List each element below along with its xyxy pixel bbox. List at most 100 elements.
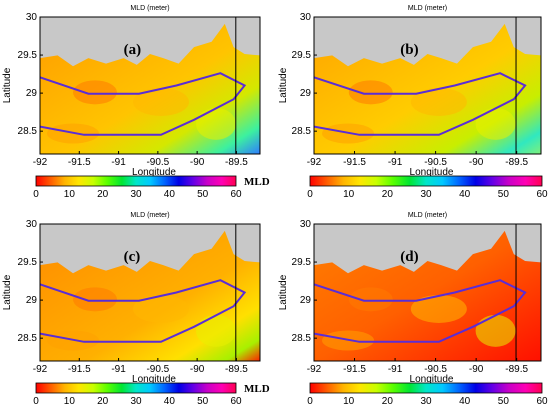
colorbar-tick-label: 30	[130, 396, 142, 405]
x-tick-label: -92	[33, 157, 48, 168]
map-panel-a: MLD (meter) (a) 30 29.5 29 28.5 -92 -91.5 -91 -90…	[0, 0, 270, 198]
y-axis-label: Latitude	[2, 274, 13, 310]
transect-outline	[314, 279, 527, 343]
colorbar-tick-label: 50	[197, 189, 209, 198]
land-mass	[40, 17, 260, 67]
colorbar-tick-label: 50	[498, 396, 510, 405]
colorbar-tick-label: 50	[498, 189, 510, 198]
x-tick-label: -90.5	[424, 364, 447, 375]
y-tick-label: 29	[26, 295, 38, 306]
x-tick-label: -91	[111, 364, 126, 375]
y-tick-label: 28.5	[292, 126, 312, 137]
colorbar-tick-label: 0	[33, 396, 39, 405]
y-tick-label: 28.5	[18, 126, 38, 137]
colorbar-tick-label: 20	[97, 396, 109, 405]
colorbar-tick-label: 10	[64, 189, 76, 198]
colorbar	[309, 382, 543, 394]
y-tick-label: 28.5	[292, 333, 312, 344]
colorbar-tick-label: 40	[164, 396, 176, 405]
x-tick-label: -91	[388, 364, 403, 375]
colorbar-tick-label: 20	[382, 189, 394, 198]
panel-label: (a)	[124, 42, 142, 58]
panel-label: (b)	[400, 42, 418, 58]
colorbar-tick-label: 40	[459, 189, 471, 198]
x-tick-label: -90.5	[424, 157, 447, 168]
x-tick-label: -91.5	[68, 364, 91, 375]
map-svg: MLD (meter) (b) 30 29.5 29 28.5 -92 -91.5 -91 -90…	[278, 5, 548, 198]
y-tick-label: 29	[300, 295, 312, 306]
map-svg: MLD (meter) (c) 30 29.5 29 28.5 -92 -91.5 -91 -90…	[2, 212, 270, 405]
map-svg: MLD (meter) (a) 30 29.5 29 28.5 -92 -91.5 -91 -90…	[2, 5, 270, 198]
land-mass	[314, 224, 541, 274]
colorbar-label: MLD (m)	[244, 383, 270, 395]
x-axis-label: Longitude	[132, 374, 176, 385]
x-tick-label: -92	[307, 157, 322, 168]
colorbar-tick-label: 40	[164, 189, 176, 198]
colorbar-tick-label: 30	[420, 396, 432, 405]
y-tick-label: 30	[26, 12, 38, 23]
y-axis-label: Latitude	[2, 67, 13, 103]
y-axis-label: Latitude	[278, 274, 289, 310]
mld-field	[40, 17, 260, 154]
y-axis-label: Latitude	[278, 67, 289, 103]
x-tick-label: -91.5	[68, 157, 91, 168]
colorbar-tick-label: 0	[307, 189, 313, 198]
y-tick-label: 29.5	[18, 257, 38, 268]
colorbar-tick-label: 60	[230, 189, 242, 198]
colorbar-tick-label: 0	[33, 189, 39, 198]
colorbar-tick-label: 30	[130, 189, 142, 198]
mld-field	[314, 17, 541, 154]
y-tick-label: 29	[26, 88, 38, 99]
x-tick-label: -91.5	[343, 157, 366, 168]
colorbar	[35, 175, 237, 187]
y-tick-label: 30	[300, 219, 312, 230]
land-mass	[40, 224, 260, 274]
colorbar-tick-label: 60	[536, 396, 548, 405]
transect-outline	[314, 72, 527, 136]
x-tick-label: -91	[111, 157, 126, 168]
colorbar-tick-label: 20	[382, 396, 394, 405]
map-svg: MLD (meter) (d) 30 29.5 29 28.5 -92 -91.5 -91 -90…	[278, 212, 548, 405]
x-tick-label: -90.5	[146, 157, 169, 168]
panel-title: MLD (meter)	[130, 5, 169, 12]
x-tick-label: -91.5	[343, 364, 366, 375]
map-panel-c: MLD (meter) (c) 30 29.5 29 28.5 -92 -91.5 -91 -90…	[0, 207, 270, 405]
colorbar-tick-label: 10	[64, 396, 76, 405]
panel-label: (c)	[124, 249, 141, 265]
x-tick-label: -90	[469, 364, 484, 375]
panel-title: MLD (meter)	[408, 212, 447, 219]
x-tick-label: -92	[33, 364, 48, 375]
y-tick-label: 29.5	[292, 257, 312, 268]
colorbar	[309, 175, 543, 187]
x-tick-label: -91	[388, 157, 403, 168]
panel-title: MLD (meter)	[408, 5, 447, 12]
colorbar-tick-label: 10	[343, 189, 355, 198]
colorbar-label: MLD (m)	[244, 176, 270, 188]
colorbar-tick-label: 40	[459, 396, 471, 405]
transect-outline	[40, 72, 247, 136]
x-tick-label: -90.5	[146, 364, 169, 375]
land-mass	[314, 17, 541, 67]
colorbar-tick-label: 10	[343, 396, 355, 405]
x-axis-label: Longitude	[410, 374, 454, 385]
mld-field	[314, 224, 541, 361]
colorbar-tick-label: 0	[307, 396, 313, 405]
colorbar-tick-label: 60	[230, 396, 242, 405]
panel-title: MLD (meter)	[130, 212, 169, 219]
y-tick-label: 30	[26, 219, 38, 230]
x-tick-label: -89.5	[505, 157, 528, 168]
colorbar-tick-label: 30	[420, 189, 432, 198]
x-tick-label: -89.5	[225, 364, 248, 375]
colorbar-tick-label: 20	[97, 189, 109, 198]
x-tick-label: -90	[469, 157, 484, 168]
x-tick-label: -90	[190, 157, 205, 168]
transect-outline	[40, 279, 247, 343]
y-tick-label: 29	[300, 88, 312, 99]
x-axis-label: Longitude	[410, 167, 454, 178]
x-tick-label: -90	[190, 364, 205, 375]
x-tick-label: -89.5	[225, 157, 248, 168]
colorbar-tick-label: 50	[197, 396, 209, 405]
y-tick-label: 28.5	[18, 333, 38, 344]
mld-field	[40, 224, 260, 361]
x-axis-label: Longitude	[132, 167, 176, 178]
